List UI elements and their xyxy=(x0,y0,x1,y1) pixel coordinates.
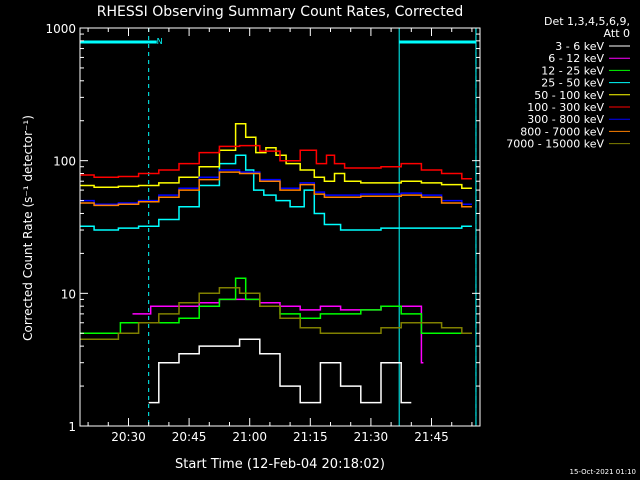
y-tick-label: 1000 xyxy=(45,22,76,36)
footer-date: 15-Oct-2021 01:10 xyxy=(570,468,636,476)
plot-frame xyxy=(79,27,481,427)
series-line-0 xyxy=(148,338,412,404)
y-axis-label: Corrected Count Rate (s⁻¹ detector⁻¹) xyxy=(21,115,35,341)
legend-label-4: 50 - 100 keV xyxy=(534,89,604,102)
axis-ticks: 20:30 20:45 21:00 21:15 21:30 21:45 1 10 100 1000 xyxy=(45,22,480,444)
legend-label-2: 12 - 25 keV xyxy=(541,64,604,77)
x-tick-label: 20:45 xyxy=(172,430,207,444)
x-tick-label: 20:30 xyxy=(111,430,146,444)
legend-header-line-1: Det 1,3,4,5,6,9, xyxy=(544,15,630,28)
x-axis-label: Start Time (12-Feb-04 20:18:02) xyxy=(175,457,385,472)
y-tick-label: 100 xyxy=(53,155,76,169)
series-layer xyxy=(80,122,472,404)
x-tick-label: 21:45 xyxy=(414,430,449,444)
legend-header-line-2: Att 0 xyxy=(604,27,630,40)
legend-label-6: 300 - 800 keV xyxy=(527,113,604,126)
series-line-7 xyxy=(80,171,472,208)
legend-label-3: 25 - 50 keV xyxy=(541,77,604,90)
legend-label-1: 6 - 12 keV xyxy=(548,52,604,65)
flag-label: N xyxy=(157,37,163,46)
x-tick-label: 21:15 xyxy=(293,430,328,444)
series-line-8 xyxy=(80,287,472,341)
y-tick-label: 10 xyxy=(61,287,76,301)
series-line-4 xyxy=(80,122,472,189)
legend-label-5: 100 - 300 keV xyxy=(527,101,604,114)
x-tick-label: 21:30 xyxy=(354,430,389,444)
legend-label-0: 3 - 6 keV xyxy=(555,40,604,53)
y-tick-label: 1 xyxy=(68,420,76,434)
x-tick-label: 21:00 xyxy=(232,430,267,444)
chart-title: RHESSI Observing Summary Count Rates, Co… xyxy=(97,4,463,20)
legend-label-7: 800 - 7000 keV xyxy=(520,125,604,138)
series-line-5 xyxy=(80,144,472,180)
legend-label-8: 7000 - 15000 keV xyxy=(506,138,604,151)
series-line-3 xyxy=(80,154,472,231)
